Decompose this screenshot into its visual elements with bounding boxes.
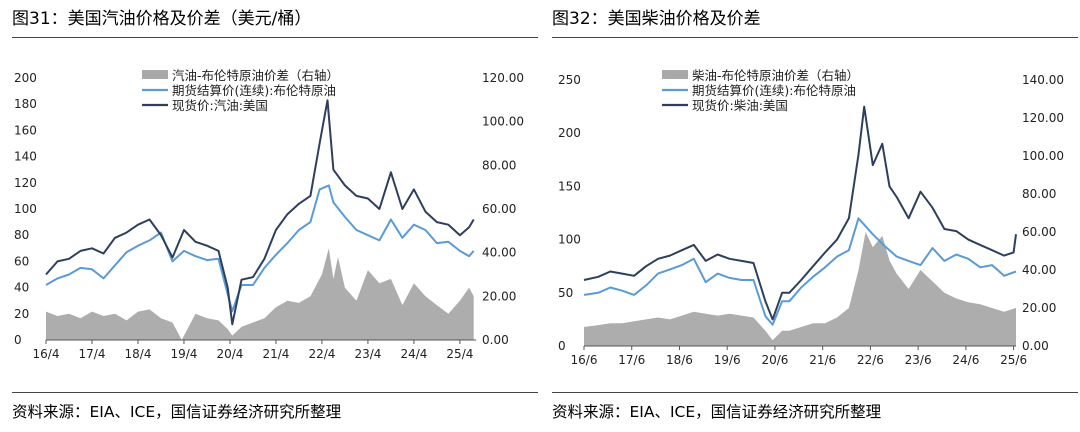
y-left-tick-label-250: 250 (558, 73, 581, 87)
y-right-tick-label-80-00: 80.00 (482, 158, 516, 172)
x-tick-label-18-4: 18/4 (125, 347, 152, 361)
y-right-tick-label-100-00: 100.00 (1022, 149, 1064, 163)
y-right-tick-label-20-00: 20.00 (1022, 301, 1056, 315)
source-note: 资料来源：EIA、ICE，国信证券经济研究所整理 (12, 403, 342, 421)
y-left-tick-label-160: 160 (14, 123, 37, 137)
x-tick-label-20-6: 20/6 (761, 353, 788, 367)
y-right-tick-label-0-00: 0.00 (1022, 339, 1049, 353)
series-line-futures (583, 217, 1017, 326)
diesel-price-chart: 0 50 100 150 200 250 0.00 20.00 40.00 60.00 80.00 1… (558, 68, 1064, 367)
y-right-tick-label-40-00: 40.00 (482, 246, 516, 260)
y-left-tick-label-120: 120 (14, 176, 37, 190)
y-left-tick-label-100: 100 (558, 233, 581, 247)
x-tick-label-19-4: 19/4 (170, 347, 197, 361)
x-tick-label-17-4: 17/4 (79, 347, 106, 361)
x-tick-label-24-6: 24/6 (952, 353, 979, 367)
chart-panel-diesel: 图32：美国柴油价格及价差 0 50 100 150 200 250 0.00 20.00 40… (552, 0, 1078, 432)
legend-swatch-spread (662, 70, 688, 79)
x-tick-label-19-6: 19/6 (714, 353, 741, 367)
x-tick-label-21-4: 21/4 (262, 347, 289, 361)
y-right-tick-label-40-00: 40.00 (1022, 263, 1056, 277)
y-left-tick-label-0: 0 (14, 333, 22, 347)
legend-label-futures: 期货结算价(连续):布伦特原油 (692, 83, 856, 98)
y-right-tick-label-20-00: 20.00 (482, 289, 516, 303)
legend-label-futures: 期货结算价(连续):布伦特原油 (172, 83, 336, 98)
x-tick-label-25-4: 25/4 (446, 347, 473, 361)
x-tick-label-23-6: 23/6 (905, 353, 932, 367)
y-left-tick-label-60: 60 (14, 254, 29, 268)
y-left-tick-label-100: 100 (14, 202, 37, 216)
gasoline-price-chart: 0 20 40 60 80 100 120 140 160 180 200 0.00 20.00 40.0… (14, 68, 524, 361)
x-tick-label-23-4: 23/4 (354, 347, 381, 361)
y-right-tick-label-120-00: 120.00 (1022, 111, 1064, 125)
y-left-tick-label-140: 140 (14, 150, 37, 164)
legend-swatch-spread (142, 70, 168, 79)
x-tick-label-22-6: 22/6 (857, 353, 884, 367)
chart-panel-gasoline: 图31：美国汽油价格及价差（美元/桶） 0 20 40 60 80 100 120 140 16… (12, 0, 538, 432)
series-area-spread (584, 232, 1016, 346)
y-right-tick-label-100-00: 100.00 (482, 115, 524, 129)
source-rule (12, 392, 538, 393)
y-right-tick-label-60-00: 60.00 (482, 202, 516, 216)
y-right-tick-label-0-00: 0.00 (482, 333, 509, 347)
legend-label-spot: 现货价:汽油:美国 (172, 98, 268, 113)
y-left-tick-label-0: 0 (558, 339, 566, 353)
legend-label-spread: 柴油-布伦特原油价差（右轴） (692, 68, 859, 83)
series-line-spot (583, 105, 1017, 321)
source-rule (552, 392, 1078, 393)
y-left-tick-label-40: 40 (14, 281, 29, 295)
x-tick-label-25-6: 25/6 (1000, 353, 1027, 367)
y-left-tick-label-150: 150 (558, 179, 581, 193)
y-left-tick-label-20: 20 (14, 307, 29, 321)
chart-title: 图32：美国柴油价格及价差 (552, 9, 761, 29)
x-tick-label-16-6: 16/6 (571, 353, 598, 367)
title-rule (552, 37, 1078, 38)
x-tick-label-17-6: 17/6 (618, 353, 645, 367)
chart-title: 图31：美国汽油价格及价差（美元/桶） (12, 9, 312, 29)
x-tick-label-18-6: 18/6 (666, 353, 693, 367)
x-tick-label-20-4: 20/4 (216, 347, 243, 361)
y-left-tick-label-200: 200 (558, 126, 581, 140)
y-right-tick-label-60-00: 60.00 (1022, 225, 1056, 239)
x-tick-label-24-4: 24/4 (400, 347, 427, 361)
y-right-tick-label-80-00: 80.00 (1022, 187, 1056, 201)
legend-label-spot: 现货价:柴油:美国 (692, 98, 788, 113)
x-tick-label-21-6: 21/6 (809, 353, 836, 367)
series-line-spot (45, 99, 475, 326)
source-note: 资料来源：EIA、ICE，国信证券经济研究所整理 (552, 403, 882, 421)
x-tick-label-22-4: 22/4 (308, 347, 335, 361)
series-area-spread (46, 248, 474, 340)
y-right-tick-label-120-00: 120.00 (482, 71, 524, 85)
y-left-tick-label-180: 180 (14, 97, 37, 111)
y-left-tick-label-80: 80 (14, 228, 29, 242)
title-rule (12, 37, 538, 38)
y-left-tick-label-200: 200 (14, 71, 37, 85)
y-right-tick-label-140-00: 140.00 (1022, 73, 1064, 87)
series-line-futures (45, 184, 475, 313)
x-tick-label-16-4: 16/4 (33, 347, 60, 361)
legend-label-spread: 汽油-布伦特原油价差（右轴） (172, 68, 339, 83)
y-left-tick-label-50: 50 (558, 286, 573, 300)
